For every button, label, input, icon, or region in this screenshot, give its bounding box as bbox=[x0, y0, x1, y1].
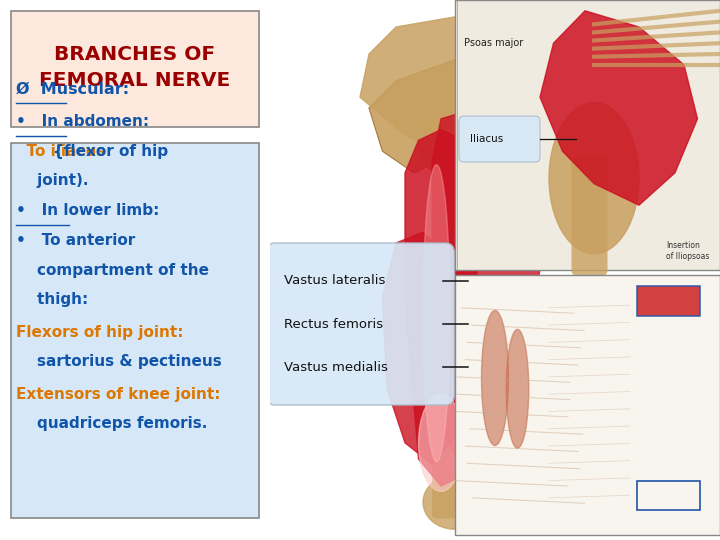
Text: Iliacus: Iliacus bbox=[470, 134, 503, 144]
FancyBboxPatch shape bbox=[454, 275, 720, 535]
Polygon shape bbox=[432, 108, 540, 475]
Text: Extensors of knee joint:: Extensors of knee joint: bbox=[16, 387, 221, 402]
FancyBboxPatch shape bbox=[572, 157, 608, 275]
FancyBboxPatch shape bbox=[11, 11, 259, 127]
Text: •   In abdomen:: • In abdomen: bbox=[16, 114, 149, 129]
Text: thigh:: thigh: bbox=[16, 292, 89, 307]
Ellipse shape bbox=[418, 119, 464, 173]
Polygon shape bbox=[382, 232, 468, 464]
Text: To iliacus: To iliacus bbox=[16, 144, 111, 159]
FancyBboxPatch shape bbox=[459, 116, 540, 162]
Ellipse shape bbox=[482, 310, 508, 446]
Text: quadriceps femoris.: quadriceps femoris. bbox=[16, 416, 207, 431]
Text: Vastus lateralis: Vastus lateralis bbox=[284, 274, 385, 287]
Text: Vastus medialis: Vastus medialis bbox=[284, 361, 387, 374]
Text: Flexors of hip joint:: Flexors of hip joint: bbox=[16, 325, 184, 340]
Text: Psoas major: Psoas major bbox=[464, 38, 523, 48]
FancyBboxPatch shape bbox=[432, 157, 477, 518]
FancyBboxPatch shape bbox=[454, 0, 720, 270]
Polygon shape bbox=[540, 11, 698, 205]
Text: BRANCHES OF
FEMORAL NERVE: BRANCHES OF FEMORAL NERVE bbox=[40, 45, 230, 90]
FancyBboxPatch shape bbox=[266, 243, 454, 405]
Polygon shape bbox=[369, 54, 576, 173]
Text: sartorius & pectineus: sartorius & pectineus bbox=[16, 354, 222, 369]
Text: Insertion
of Iliopsoas: Insertion of Iliopsoas bbox=[666, 241, 709, 261]
Text: Ø  Muscular:: Ø Muscular: bbox=[16, 82, 130, 97]
Ellipse shape bbox=[418, 394, 464, 491]
Text: compartment of the: compartment of the bbox=[16, 262, 210, 278]
Text: Rectus femoris: Rectus femoris bbox=[284, 318, 382, 330]
FancyBboxPatch shape bbox=[636, 286, 700, 316]
FancyBboxPatch shape bbox=[11, 143, 259, 518]
Polygon shape bbox=[360, 16, 585, 151]
Text: {flexor of hip: {flexor of hip bbox=[53, 144, 168, 159]
Ellipse shape bbox=[506, 329, 528, 448]
Text: joint).: joint). bbox=[16, 173, 89, 188]
FancyBboxPatch shape bbox=[270, 0, 594, 540]
Ellipse shape bbox=[549, 103, 639, 254]
Text: •   In lower limb:: • In lower limb: bbox=[16, 203, 160, 218]
Text: •   To anterior: • To anterior bbox=[16, 233, 135, 248]
Ellipse shape bbox=[423, 475, 486, 529]
Polygon shape bbox=[405, 130, 477, 486]
Ellipse shape bbox=[423, 165, 450, 462]
